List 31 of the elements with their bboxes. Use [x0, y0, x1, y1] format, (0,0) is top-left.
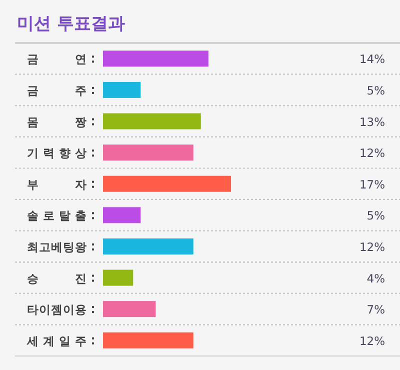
data-label: 5% — [366, 83, 386, 98]
bar — [103, 332, 194, 348]
data-label: 7% — [366, 302, 386, 317]
bar — [103, 82, 141, 98]
data-label: 12% — [359, 334, 386, 348]
data-label: 14% — [359, 52, 386, 66]
bar — [103, 176, 231, 192]
y-tick-label: 세계일주 — [26, 334, 87, 348]
y-tick-label: 최고베팅왕 — [27, 240, 87, 254]
y-tick-label: 기력향상 — [27, 146, 87, 160]
y-tick-label: 타이젬이용 — [27, 302, 87, 317]
y-tick-label: 부자 — [27, 177, 87, 192]
y-tick-label: 승진 — [27, 271, 87, 286]
bar — [103, 270, 134, 286]
data-label: 4% — [366, 271, 386, 286]
bar — [103, 238, 194, 254]
data-label: 17% — [359, 177, 386, 192]
y-tick-label: 몸짱 — [27, 114, 87, 129]
y-tick-label: 금주 — [27, 83, 87, 98]
bar — [103, 113, 201, 130]
chart-title: 미션 투표결과 — [17, 14, 125, 34]
data-label: 12% — [359, 146, 386, 160]
bar — [103, 207, 141, 224]
y-tick-label: 금연 — [27, 52, 87, 66]
data-label: 13% — [359, 114, 386, 129]
bar — [103, 50, 208, 67]
bar — [103, 144, 194, 161]
data-label: 12% — [359, 240, 386, 254]
data-label: 5% — [366, 208, 386, 223]
y-tick-label: 솔로탈출 — [27, 208, 87, 223]
bar — [103, 301, 156, 318]
